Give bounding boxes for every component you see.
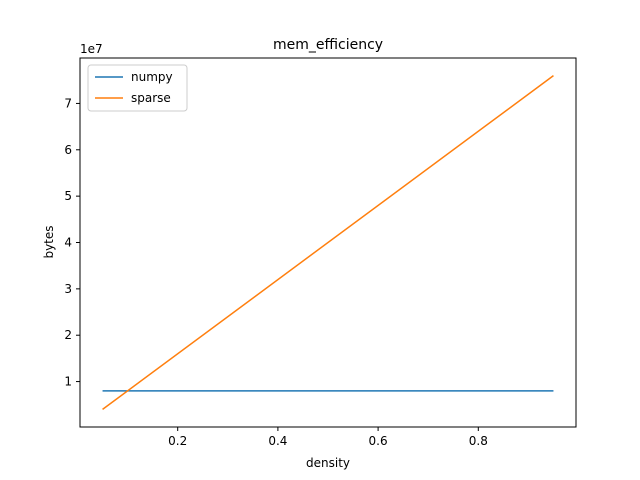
legend-label-sparse: sparse [131,91,171,105]
y-axis: 1 2 3 4 5 6 7 [64,96,80,389]
x-tick-label: 0.4 [268,434,287,448]
chart-title: mem_efficiency [273,37,383,53]
y-offset-text: 1e7 [80,42,103,56]
y-tick-label: 3 [64,282,72,296]
x-tick-label: 0.6 [369,434,388,448]
series-layer [102,75,554,410]
y-tick-label: 2 [64,328,72,342]
x-tick-label: 0.2 [168,434,187,448]
y-tick-label: 6 [64,143,72,157]
x-tick-label: 0.8 [469,434,488,448]
series-line-sparse [102,75,554,410]
x-axis: 0.2 0.4 0.6 0.8 [168,427,488,448]
y-tick-label: 1 [64,375,72,389]
y-tick-label: 4 [64,236,72,250]
legend-label-numpy: numpy [131,70,173,84]
y-tick-label: 5 [64,189,72,203]
y-tick-label: 7 [64,96,72,110]
legend: numpy sparse [87,64,188,112]
y-axis-label: bytes [42,225,56,258]
x-axis-label: density [306,456,350,470]
